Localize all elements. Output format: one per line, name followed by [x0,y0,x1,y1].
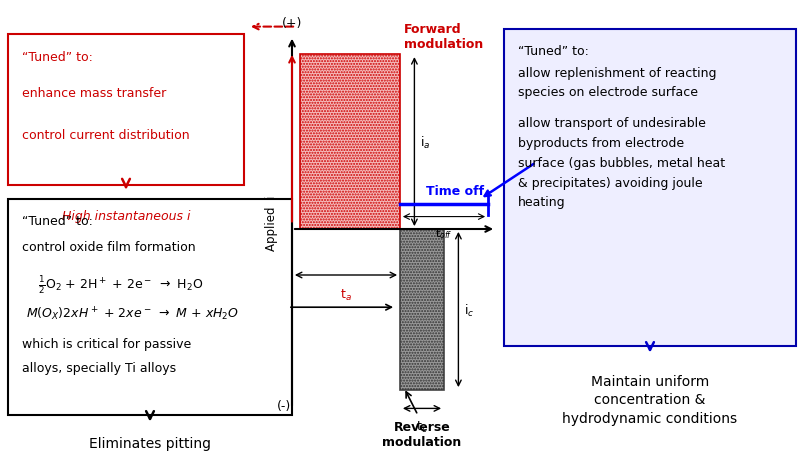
Text: control oxide film formation: control oxide film formation [22,241,195,254]
Text: Maintain uniform: Maintain uniform [591,374,709,388]
FancyBboxPatch shape [8,200,292,415]
Text: t$_a$: t$_a$ [340,287,352,302]
Text: heating: heating [518,196,566,209]
Text: $\frac{1}{2}$O$_2$ + 2H$^+$ + 2e$^-$ $\rightarrow$ H$_2$O: $\frac{1}{2}$O$_2$ + 2H$^+$ + 2e$^-$ $\r… [38,273,202,295]
Text: t$_{off}$: t$_{off}$ [435,226,453,240]
Text: Eliminates pitting: Eliminates pitting [89,436,211,450]
Text: enhance mass transfer: enhance mass transfer [22,87,166,100]
Text: Reverse
modulation: Reverse modulation [382,420,462,448]
Text: “Tuned” to:: “Tuned” to: [518,45,589,58]
Text: species on electrode surface: species on electrode surface [518,86,698,99]
Text: t$_c$: t$_c$ [416,419,428,434]
Text: hydrodynamic conditions: hydrodynamic conditions [562,411,738,425]
Text: which is critical for passive: which is critical for passive [22,337,191,350]
Text: allow transport of undesirable: allow transport of undesirable [518,117,706,130]
Text: Applied  i: Applied i [266,195,278,250]
Bar [300,55,400,230]
Text: i$_a$: i$_a$ [420,134,430,151]
Text: concentration &: concentration & [594,392,706,406]
Text: (+): (+) [282,17,302,30]
Text: “Tuned” to:: “Tuned” to: [22,50,93,63]
Text: $M(O_X)2xH^+$ + $2xe^-$ $\rightarrow$ $M$ + $xH_2O$: $M(O_X)2xH^+$ + $2xe^-$ $\rightarrow$ $M… [26,305,238,323]
Text: control current distribution: control current distribution [22,129,190,141]
Text: High instantaneous i: High instantaneous i [62,209,190,222]
Bar [400,230,444,390]
Text: surface (gas bubbles, metal heat: surface (gas bubbles, metal heat [518,157,725,169]
Text: “Tuned” to:: “Tuned” to: [22,215,93,228]
FancyBboxPatch shape [8,34,244,186]
Text: Time off: Time off [426,185,484,197]
Text: allow replenishment of reacting: allow replenishment of reacting [518,67,716,79]
Text: byproducts from electrode: byproducts from electrode [518,137,684,150]
Text: (-): (-) [277,399,291,412]
Bar [400,230,444,390]
Bar [300,55,400,230]
Text: i$_c$: i$_c$ [464,302,474,318]
FancyBboxPatch shape [504,30,796,347]
Text: Forward
modulation: Forward modulation [404,22,483,50]
Text: & precipitates) avoiding joule: & precipitates) avoiding joule [518,176,702,189]
Text: alloys, specially Ti alloys: alloys, specially Ti alloys [22,362,176,375]
